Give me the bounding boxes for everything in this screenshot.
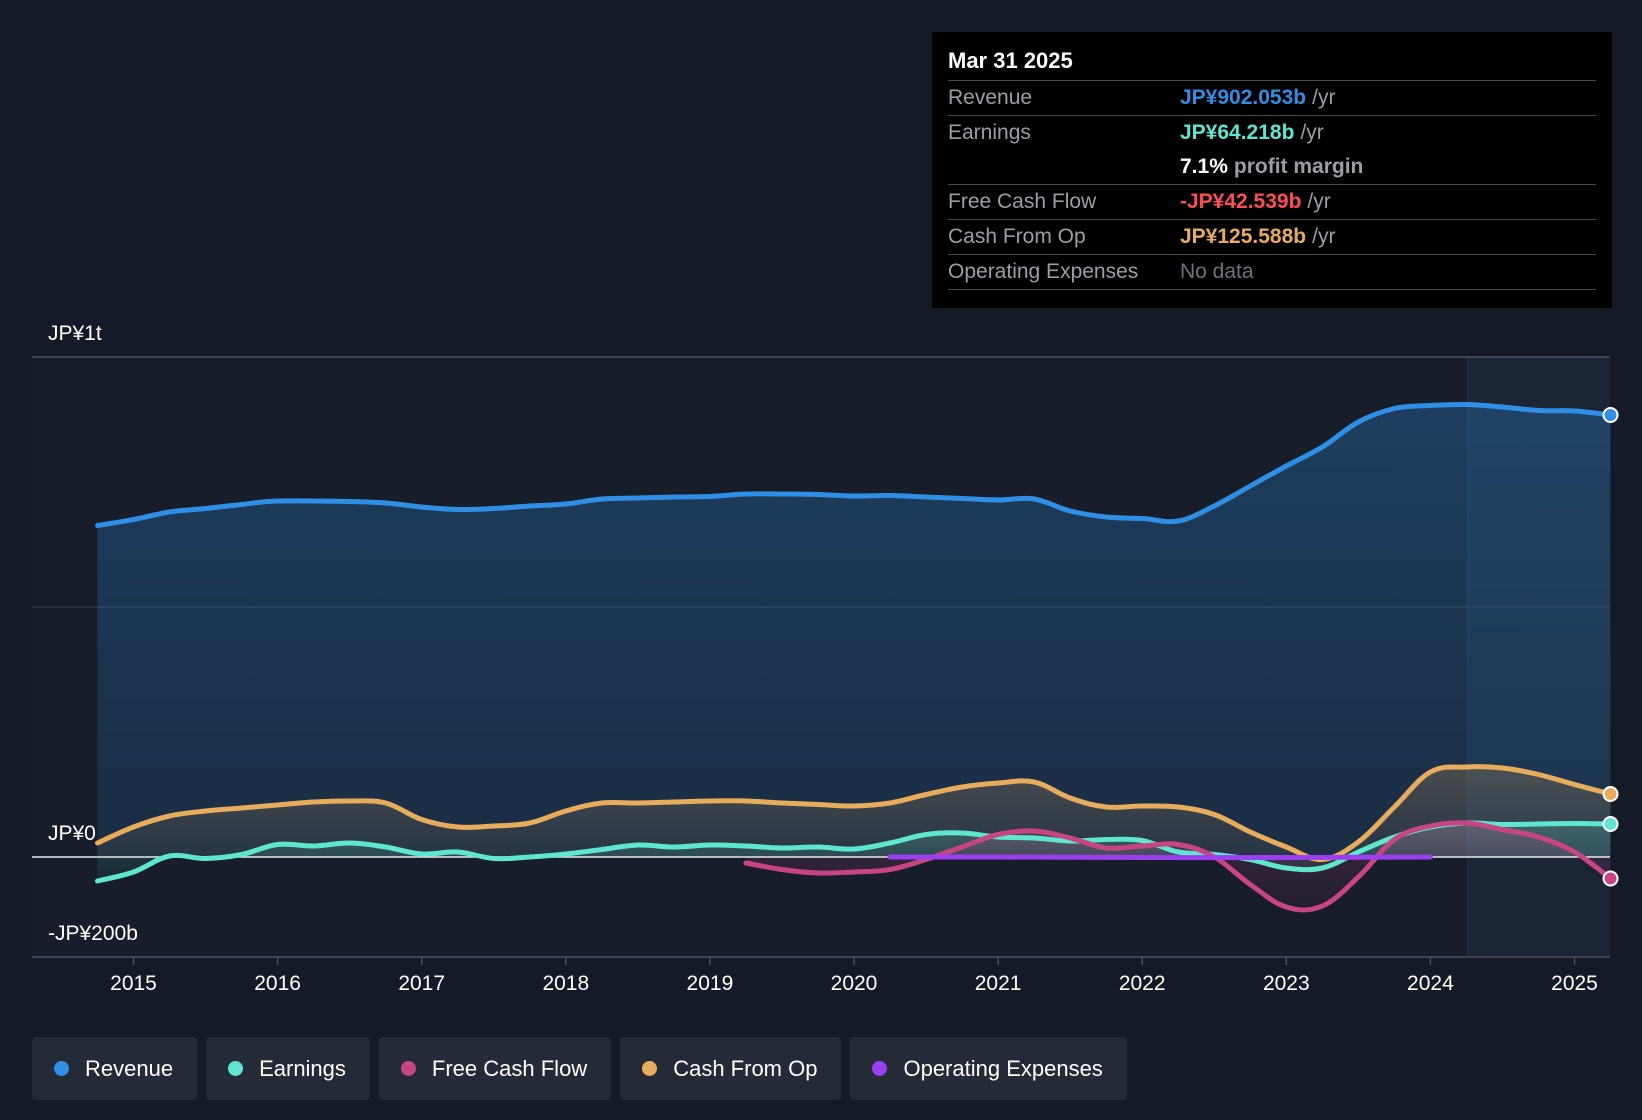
y-tick-zero: JP¥0 <box>48 822 96 845</box>
legend-label: Free Cash Flow <box>431 1055 588 1081</box>
series-area-revenue <box>97 404 1611 857</box>
tooltip-label: Free Cash Flow <box>948 190 1097 213</box>
tooltip-date: Mar 31 2025 <box>948 48 1073 73</box>
legend-label: Operating Expenses <box>903 1055 1103 1081</box>
series-end-marker-revenue <box>1602 407 1619 423</box>
series-line-cash-from-op <box>95 764 1613 863</box>
legend-dot-icon <box>54 1061 69 1076</box>
x-tick-label: 2019 <box>687 972 734 995</box>
tooltip-label: Earnings <box>948 121 1031 144</box>
tooltip-row-revenue: Revenue JP¥902.053b /yr <box>948 80 1596 115</box>
x-tick-label: 2022 <box>1119 972 1166 995</box>
legend-item-revenue[interactable]: Revenue <box>32 1037 198 1100</box>
chart-legend: Revenue Earnings Free Cash Flow Cash Fro… <box>32 1037 1127 1100</box>
tooltip-label: Operating Expenses <box>948 260 1139 283</box>
series-end-marker-cash-from-op <box>1602 786 1619 802</box>
legend-label: Cash From Op <box>673 1055 818 1081</box>
x-tick-label: 2023 <box>1263 972 1310 995</box>
tooltip-panel: Mar 31 2025 Revenue JP¥902.053b /yr Earn… <box>932 32 1612 308</box>
series-line-free-cash-flow <box>743 820 1613 913</box>
legend-item-free-cash-flow[interactable]: Free Cash Flow <box>378 1037 612 1100</box>
x-tick-label: 2017 <box>398 972 445 995</box>
series-end-marker-earnings <box>1602 816 1619 832</box>
tooltip-label: Revenue <box>948 86 1033 109</box>
tooltip-row-cfo: Cash From Op JP¥125.588b /yr <box>948 219 1596 254</box>
tooltip-value: 7.1% <box>1180 155 1228 178</box>
x-tick-label: 2025 <box>1551 972 1598 995</box>
series-line-operating-expenses <box>887 854 1433 861</box>
tooltip-label: Cash From Op <box>948 225 1086 248</box>
x-tick-label: 2020 <box>831 972 878 995</box>
legend-dot-icon <box>400 1061 416 1076</box>
legend-item-cash-from-op[interactable]: Cash From Op <box>620 1037 842 1100</box>
legend-label: Revenue <box>85 1055 174 1081</box>
series-end-marker-free-cash-flow <box>1602 870 1619 887</box>
x-tick-label: 2024 <box>1407 972 1454 995</box>
series-layer <box>32 401 1619 913</box>
series-area-cash-from-op <box>97 766 1611 860</box>
legend-item-operating-expenses[interactable]: Operating Expenses <box>850 1037 1127 1100</box>
legend-dot-icon <box>872 1061 888 1076</box>
tooltip-unit: /yr <box>1307 190 1331 213</box>
x-tick-label: 2018 <box>542 972 589 995</box>
series-line-revenue <box>95 401 1613 528</box>
x-tick-label: 2016 <box>254 972 301 995</box>
tooltip-row-opex: Operating Expenses No data <box>948 254 1596 290</box>
tooltip-unit: /yr <box>1312 225 1336 248</box>
legend-item-earnings[interactable]: Earnings <box>206 1037 370 1100</box>
axis-layer: JP¥1t JP¥0 -JP¥200b 2015 2016 2017 2018 2019… <box>48 322 1598 995</box>
tooltip-row-margin: 7.1% profit margin <box>948 150 1596 184</box>
tooltip-unit: profit margin <box>1233 155 1364 178</box>
tooltip-value: JP¥64.218b <box>1180 121 1295 144</box>
legend-dot-icon <box>642 1061 658 1076</box>
x-tick-label: 2015 <box>110 972 157 995</box>
tooltip-row-earnings: Earnings JP¥64.218b /yr <box>948 115 1596 150</box>
legend-dot-icon <box>228 1061 244 1076</box>
x-tick-label: 2021 <box>975 972 1022 995</box>
tooltip-value: JP¥125.588b <box>1180 225 1307 248</box>
tooltip-value: JP¥902.053b <box>1180 86 1307 109</box>
tooltip-value: No data <box>1180 260 1254 283</box>
legend-label: Earnings <box>259 1055 346 1081</box>
tooltip-value: -JP¥42.539b <box>1180 190 1302 213</box>
tooltip-row-fcf: Free Cash Flow -JP¥42.539b /yr <box>948 184 1596 219</box>
y-tick-top: JP¥1t <box>48 322 102 345</box>
tooltip-unit: /yr <box>1300 121 1324 144</box>
tooltip-unit: /yr <box>1312 86 1336 109</box>
series-line-earnings <box>95 820 1613 884</box>
y-tick-bottom: -JP¥200b <box>48 922 138 945</box>
